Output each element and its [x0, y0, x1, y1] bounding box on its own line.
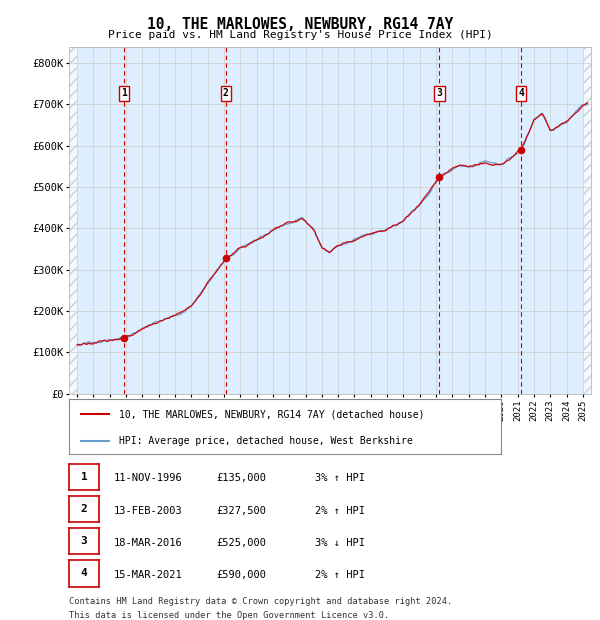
- Text: 2% ↑ HPI: 2% ↑ HPI: [315, 570, 365, 580]
- Text: 2% ↑ HPI: 2% ↑ HPI: [315, 506, 365, 516]
- Text: £135,000: £135,000: [216, 474, 266, 484]
- Text: 10, THE MARLOWES, NEWBURY, RG14 7AY (detached house): 10, THE MARLOWES, NEWBURY, RG14 7AY (det…: [119, 409, 424, 419]
- Text: This data is licensed under the Open Government Licence v3.0.: This data is licensed under the Open Gov…: [69, 611, 389, 620]
- Text: 4: 4: [80, 569, 88, 578]
- Text: 13-FEB-2003: 13-FEB-2003: [114, 506, 183, 516]
- Text: £525,000: £525,000: [216, 538, 266, 548]
- Text: 3% ↑ HPI: 3% ↑ HPI: [315, 474, 365, 484]
- Text: 11-NOV-1996: 11-NOV-1996: [114, 474, 183, 484]
- Text: 1: 1: [121, 89, 127, 99]
- Text: HPI: Average price, detached house, West Berkshire: HPI: Average price, detached house, West…: [119, 435, 412, 446]
- Text: 3% ↓ HPI: 3% ↓ HPI: [315, 538, 365, 548]
- Text: 1: 1: [80, 472, 88, 482]
- Text: 2: 2: [80, 504, 88, 514]
- Text: Price paid vs. HM Land Registry's House Price Index (HPI): Price paid vs. HM Land Registry's House …: [107, 30, 493, 40]
- Text: £590,000: £590,000: [216, 570, 266, 580]
- Text: 18-MAR-2016: 18-MAR-2016: [114, 538, 183, 548]
- Text: Contains HM Land Registry data © Crown copyright and database right 2024.: Contains HM Land Registry data © Crown c…: [69, 597, 452, 606]
- Text: 10, THE MARLOWES, NEWBURY, RG14 7AY: 10, THE MARLOWES, NEWBURY, RG14 7AY: [147, 17, 453, 32]
- Text: £327,500: £327,500: [216, 506, 266, 516]
- Text: 3: 3: [80, 536, 88, 546]
- Text: 3: 3: [437, 89, 442, 99]
- Text: 4: 4: [518, 89, 524, 99]
- Text: 2: 2: [223, 89, 229, 99]
- Text: 15-MAR-2021: 15-MAR-2021: [114, 570, 183, 580]
